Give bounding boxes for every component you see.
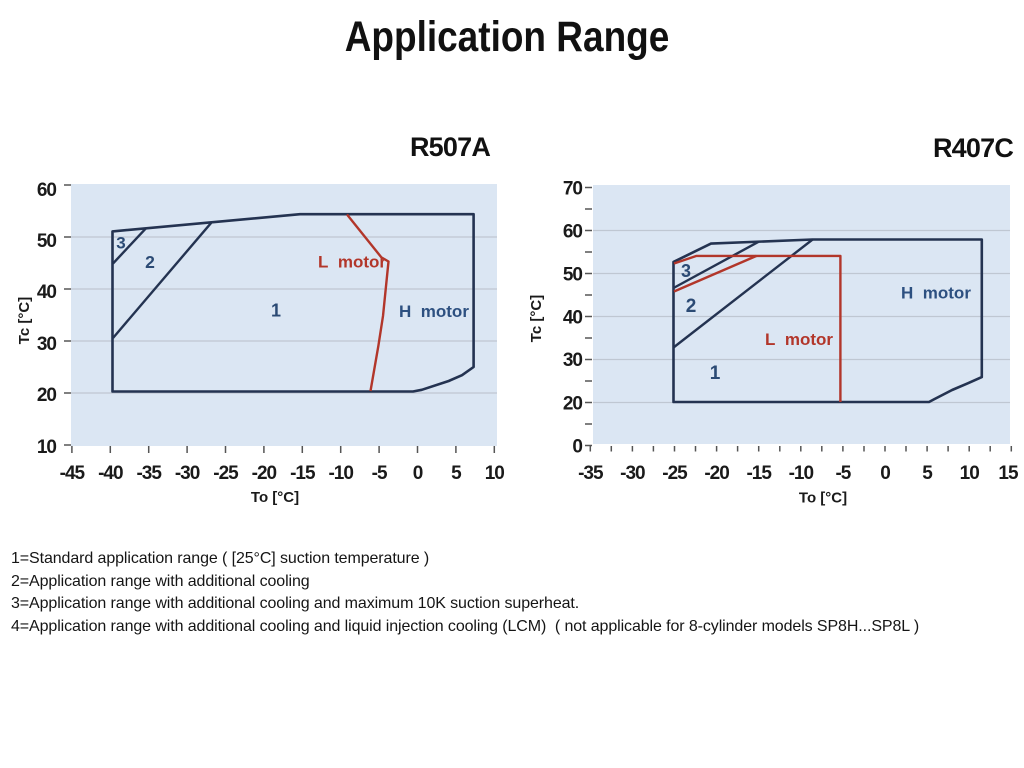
svg-text:-20: -20	[252, 463, 277, 484]
svg-text:60: 60	[37, 180, 57, 201]
svg-text:-35: -35	[136, 463, 162, 484]
svg-text:5: 5	[922, 463, 933, 484]
svg-text:1: 1	[271, 301, 281, 321]
svg-text:30: 30	[563, 350, 583, 371]
svg-text:10: 10	[37, 437, 57, 458]
svg-text:2: 2	[145, 252, 155, 272]
svg-text:L motor: L motor	[765, 330, 833, 349]
svg-text:20: 20	[37, 385, 57, 406]
svg-text:10: 10	[960, 463, 980, 484]
svg-text:40: 40	[37, 282, 57, 303]
svg-text:To [°C]: To [°C]	[799, 490, 847, 507]
svg-text:0: 0	[413, 463, 423, 484]
svg-text:50: 50	[37, 231, 57, 252]
svg-text:-15: -15	[746, 463, 772, 484]
svg-text:5: 5	[451, 463, 462, 484]
svg-text:-15: -15	[290, 463, 316, 484]
svg-text:-25: -25	[213, 463, 239, 484]
svg-text:10: 10	[485, 463, 505, 484]
svg-text:-25: -25	[662, 463, 688, 484]
svg-text:L motor: L motor	[318, 253, 386, 272]
svg-text:15: 15	[998, 463, 1019, 484]
svg-text:-20: -20	[704, 463, 729, 484]
svg-text:-10: -10	[328, 463, 353, 484]
svg-text:20: 20	[563, 394, 583, 415]
svg-text:-10: -10	[789, 463, 814, 484]
svg-text:H motor: H motor	[399, 302, 469, 321]
svg-text:1: 1	[710, 363, 721, 384]
svg-text:R407C: R407C	[933, 133, 1013, 163]
svg-text:-45: -45	[60, 463, 86, 484]
svg-text:60: 60	[563, 222, 583, 243]
svg-text:0: 0	[880, 463, 890, 484]
svg-text:To [°C]: To [°C]	[251, 489, 299, 506]
svg-text:-5: -5	[372, 463, 388, 484]
svg-text:Tc [°C]: Tc [°C]	[16, 297, 33, 344]
svg-text:H motor: H motor	[901, 284, 971, 303]
svg-text:2: 2	[686, 296, 697, 317]
svg-text:Tc [°C]: Tc [°C]	[528, 295, 545, 342]
svg-text:-40: -40	[98, 463, 123, 484]
svg-text:50: 50	[563, 265, 583, 286]
svg-text:-30: -30	[175, 463, 200, 484]
svg-text:3: 3	[681, 261, 691, 281]
svg-text:-30: -30	[620, 463, 645, 484]
svg-text:-35: -35	[578, 463, 604, 484]
svg-text:0: 0	[572, 437, 582, 458]
svg-text:40: 40	[563, 308, 583, 329]
svg-text:3: 3	[116, 234, 125, 253]
svg-text:R507A: R507A	[410, 132, 490, 162]
svg-text:30: 30	[37, 334, 57, 355]
svg-text:-5: -5	[835, 463, 851, 484]
svg-text:70: 70	[563, 179, 583, 200]
